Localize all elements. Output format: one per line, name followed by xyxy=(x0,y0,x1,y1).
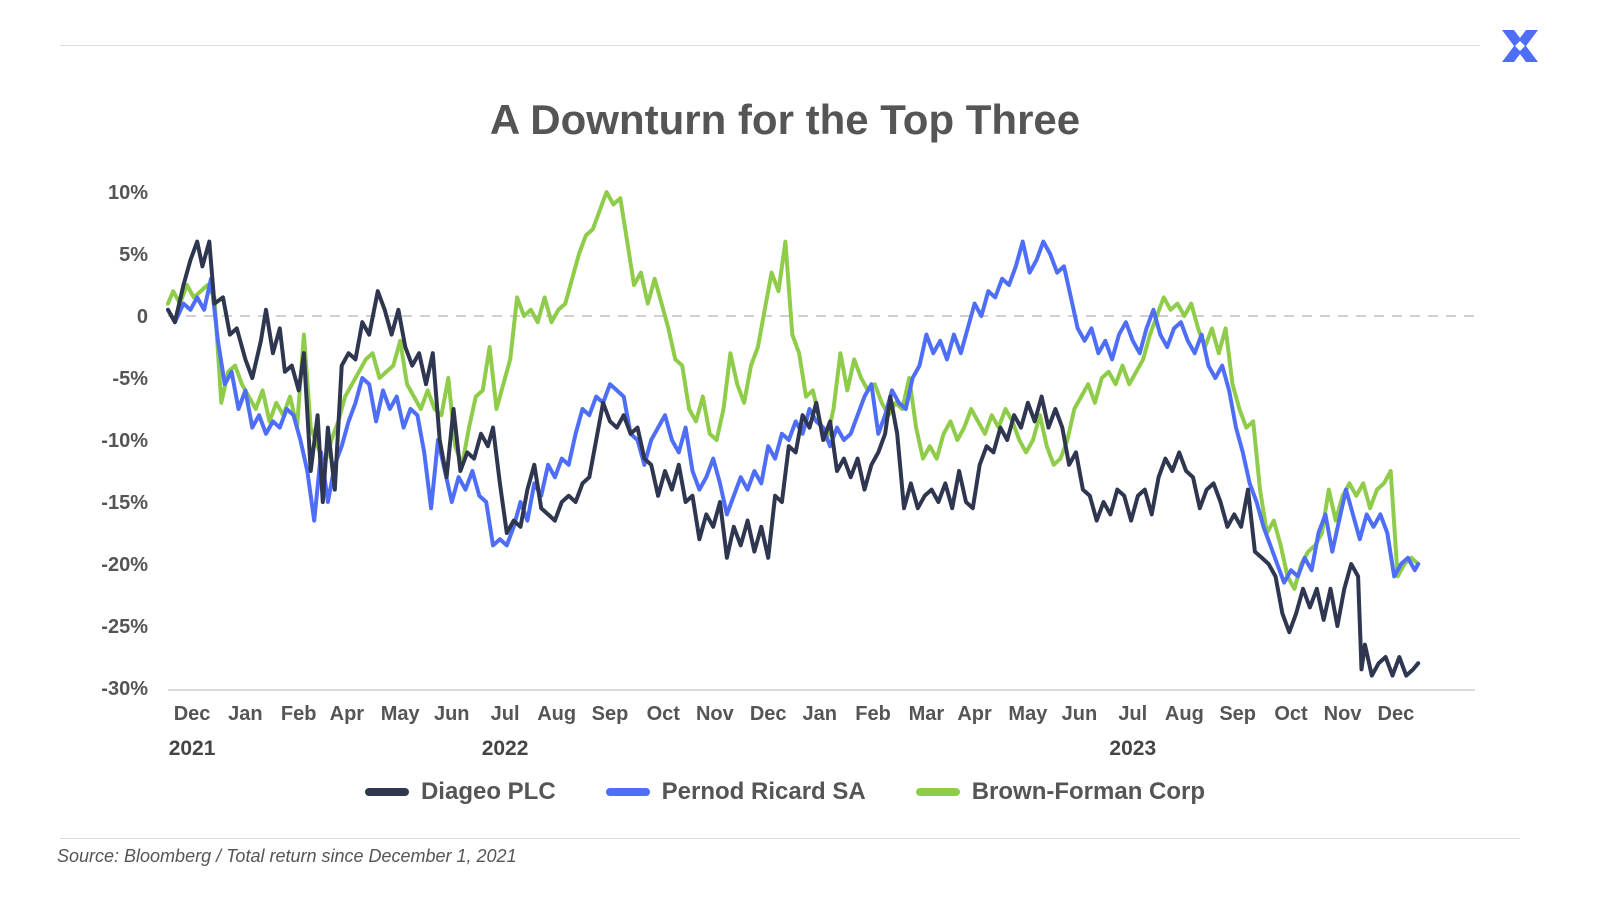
series-line-diageo-plc xyxy=(166,239,1421,678)
x-tick-label: Dec xyxy=(174,703,211,725)
x-tick-label: Oct xyxy=(1274,703,1308,725)
y-tick-label: -25% xyxy=(101,616,148,638)
x-tick-label: Jan xyxy=(228,703,262,725)
x-tick-label: Nov xyxy=(696,703,735,725)
x-tick-label: Feb xyxy=(281,703,317,725)
x-tick-label: Apr xyxy=(957,703,992,725)
x-tick-label: Sep xyxy=(592,703,629,725)
x-tick-label: Apr xyxy=(330,703,365,725)
x-tick-label: Oct xyxy=(647,703,681,725)
legend-label: Diageo PLC xyxy=(420,778,556,805)
x-tick-label: Mar xyxy=(909,703,945,725)
legend-swatch xyxy=(605,788,650,796)
source-note: Source: Bloomberg / Total return since D… xyxy=(57,846,517,866)
legend-swatch xyxy=(364,788,409,796)
brand-x-icon xyxy=(1502,30,1538,62)
y-tick-label: -20% xyxy=(101,554,148,576)
legend-label: Brown-Forman Corp xyxy=(971,778,1206,805)
x-tick-label: Dec xyxy=(750,703,787,725)
x-tick-label: May xyxy=(1008,703,1048,725)
x-tick-label: Feb xyxy=(855,703,891,725)
legend-item: Pernod Ricard SA xyxy=(605,778,866,806)
y-tick-label: 0 xyxy=(137,306,148,328)
x-tick-label: Jul xyxy=(1118,703,1147,725)
x-tick-label: Jul xyxy=(491,703,520,725)
x-tick-label: Jan xyxy=(803,703,837,725)
y-tick-label: -5% xyxy=(112,368,148,390)
x-year-label: 2023 xyxy=(1109,737,1156,760)
x-tick-label: May xyxy=(381,703,421,725)
y-tick-label: -30% xyxy=(101,678,148,700)
x-tick-label: Nov xyxy=(1324,703,1363,725)
y-tick-label: -15% xyxy=(101,492,148,514)
legend-swatch xyxy=(915,788,960,796)
series-line-pernod-ricard-sa xyxy=(166,239,1421,585)
x-year-label: 2022 xyxy=(482,737,529,760)
top-divider xyxy=(60,45,1480,46)
x-tick-label: Sep xyxy=(1219,703,1256,725)
legend-item: Brown-Forman Corp xyxy=(915,778,1206,806)
y-tick-label: 5% xyxy=(119,244,148,266)
legend-label: Pernod Ricard SA xyxy=(661,778,866,805)
legend-item: Diageo PLC xyxy=(364,778,556,806)
x-tick-label: Dec xyxy=(1378,703,1415,725)
x-tick-label: Jun xyxy=(434,703,470,725)
y-tick-label: 10% xyxy=(108,182,148,204)
x-tick-label: Jun xyxy=(1062,703,1098,725)
chart-legend: Diageo PLC Pernod Ricard SA Brown-Forman C… xyxy=(0,778,1570,806)
y-tick-label: -10% xyxy=(101,430,148,452)
x-tick-label: Aug xyxy=(1165,703,1204,725)
x-tick-label: Aug xyxy=(537,703,576,725)
bottom-divider xyxy=(60,838,1520,839)
series-line-brown-forman-corp xyxy=(166,190,1421,591)
x-year-label: 2021 xyxy=(169,737,216,760)
chart-title: A Downturn for the Top Three xyxy=(489,96,1081,143)
